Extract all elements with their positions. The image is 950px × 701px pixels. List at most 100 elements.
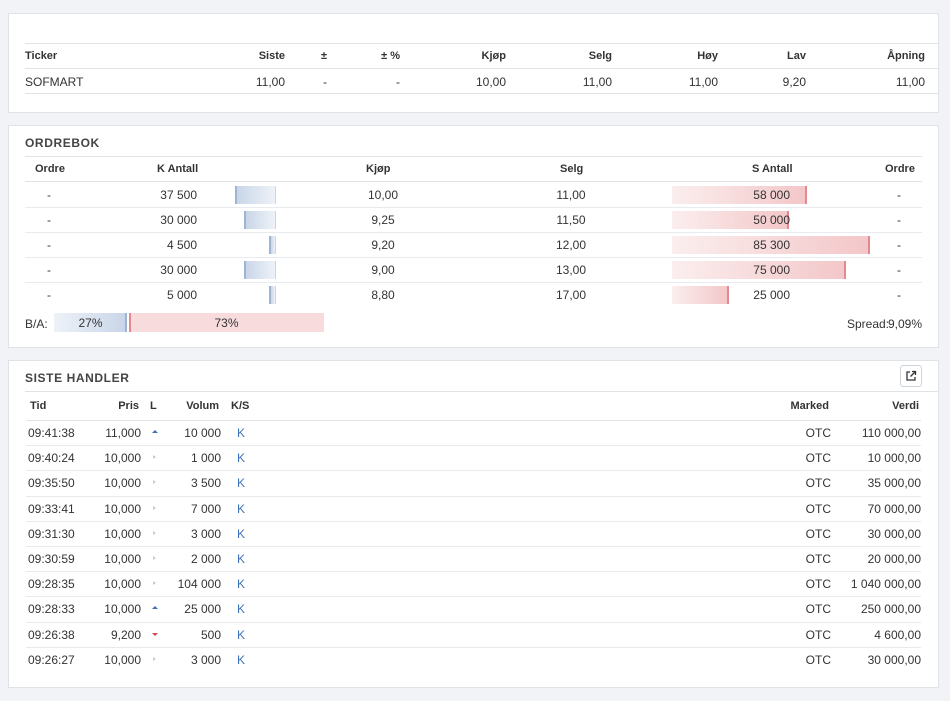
ask-price: 12,00 xyxy=(555,238,587,252)
trade-buyer-seller[interactable]: K xyxy=(236,577,245,591)
buy-volume-bar xyxy=(235,186,275,204)
sell-order-count: - xyxy=(897,288,901,302)
tick-down-icon xyxy=(152,633,158,636)
quote-value-apning: 11,00 xyxy=(895,75,925,89)
orderbook-row[interactable] xyxy=(25,207,922,233)
bid-price: 10,00 xyxy=(367,188,399,202)
trade-time: 09:28:33 xyxy=(28,602,75,616)
orderbook-row[interactable] xyxy=(25,257,922,283)
tr-header-tid: Tid xyxy=(30,400,47,412)
ba-sell-bar xyxy=(129,313,324,332)
trade-market: OTC xyxy=(805,426,831,440)
trade-buyer-seller[interactable]: K xyxy=(236,502,245,516)
tr-header-marked: Marked xyxy=(790,400,829,412)
trade-row[interactable] xyxy=(26,420,921,445)
tr-header-volum: Volum xyxy=(186,400,219,412)
tick-unchanged-icon xyxy=(153,506,156,510)
trade-price: 10,000 xyxy=(104,476,141,490)
trade-buyer-seller[interactable]: K xyxy=(236,653,245,667)
trade-row[interactable] xyxy=(26,445,921,470)
trade-row[interactable] xyxy=(26,496,921,521)
buy-column-edge xyxy=(275,186,276,204)
trade-row[interactable] xyxy=(26,521,921,546)
ba-sell-percent: 73% xyxy=(214,316,239,330)
trade-value: 20 000,00 xyxy=(867,552,921,566)
trade-price: 10,000 xyxy=(104,502,141,516)
quote-header-lav: Lav xyxy=(787,50,806,62)
quote-value-lav: 9,20 xyxy=(782,75,806,89)
trade-buyer-seller[interactable]: K xyxy=(236,476,245,490)
trade-value: 35 000,00 xyxy=(867,476,921,490)
trade-market: OTC xyxy=(805,476,831,490)
trade-volume: 104 000 xyxy=(177,577,221,591)
trade-time: 09:33:41 xyxy=(28,502,75,516)
sell-volume-bar xyxy=(672,211,789,229)
trade-time: 09:26:27 xyxy=(28,653,75,667)
trade-price: 10,000 xyxy=(104,653,141,667)
quote-value-selg: 11,00 xyxy=(582,75,612,89)
trade-row[interactable] xyxy=(26,622,921,647)
quote-panel: Ticker Siste ± ± % Kjøp Selg Høy Lav Åpning SOFM… xyxy=(8,13,939,113)
bid-price: 8,80 xyxy=(371,288,395,302)
trade-value: 30 000,00 xyxy=(867,527,921,541)
buy-quantity: 30 000 xyxy=(160,213,197,227)
spread-value: 9,09% xyxy=(887,317,922,331)
tr-header-l: L xyxy=(150,400,157,412)
ob-header-kjop: Kjøp xyxy=(366,163,391,175)
ob-header-s-antall: S Antall xyxy=(752,163,793,175)
trade-buyer-seller[interactable]: K xyxy=(236,628,245,642)
trade-volume: 25 000 xyxy=(184,602,221,616)
trade-buyer-seller[interactable]: K xyxy=(236,451,245,465)
tick-unchanged-icon xyxy=(153,455,156,459)
sell-quantity: 50 000 xyxy=(753,213,790,227)
trade-value: 110 000,00 xyxy=(861,426,921,440)
trade-row[interactable] xyxy=(26,546,921,571)
trade-buyer-seller[interactable]: K xyxy=(236,527,245,541)
quote-value-hoy: 11,00 xyxy=(688,75,718,89)
trade-value: 70 000,00 xyxy=(867,502,921,516)
tick-unchanged-icon xyxy=(153,581,156,585)
quote-header-selg: Selg xyxy=(588,50,612,62)
sell-order-count: - xyxy=(897,263,901,277)
orderbook-title: ORDREBOK xyxy=(25,136,100,150)
trade-buyer-seller[interactable]: K xyxy=(236,552,245,566)
trade-time: 09:40:24 xyxy=(28,451,75,465)
sell-volume-bar xyxy=(672,286,729,304)
sell-order-count: - xyxy=(897,188,901,202)
trade-value: 4 600,00 xyxy=(874,628,921,642)
quote-header-change-pct: ± % xyxy=(381,50,400,62)
trade-volume: 7 000 xyxy=(190,502,221,516)
trade-row[interactable] xyxy=(26,571,921,596)
quote-header-siste: Siste xyxy=(258,50,285,62)
trade-price: 9,200 xyxy=(110,628,141,642)
trade-buyer-seller[interactable]: K xyxy=(236,426,245,440)
divider xyxy=(25,93,938,94)
trade-price: 10,000 xyxy=(104,552,141,566)
trade-value: 30 000,00 xyxy=(867,653,921,667)
trade-market: OTC xyxy=(805,451,831,465)
trade-value: 10 000,00 xyxy=(867,451,921,465)
trade-price: 11,000 xyxy=(105,426,141,440)
quote-value-ticker[interactable]: SOFMART xyxy=(25,75,84,89)
trade-market: OTC xyxy=(805,628,831,642)
ba-bar: 27% 73% xyxy=(54,313,324,332)
tr-header-pris: Pris xyxy=(118,400,139,412)
tick-unchanged-icon xyxy=(153,556,156,560)
trade-row[interactable] xyxy=(26,647,921,672)
divider xyxy=(25,181,922,182)
orderbook-row[interactable] xyxy=(25,282,922,308)
trade-row[interactable] xyxy=(26,470,921,495)
quote-value-change: - xyxy=(323,75,327,89)
buy-volume-bar xyxy=(269,236,275,254)
trade-volume: 3 500 xyxy=(190,476,221,490)
open-external-button[interactable] xyxy=(900,365,922,387)
divider xyxy=(25,43,938,44)
trade-buyer-seller[interactable]: K xyxy=(236,602,245,616)
trade-volume: 2 000 xyxy=(190,552,221,566)
trade-volume: 1 000 xyxy=(190,451,221,465)
trade-row[interactable] xyxy=(26,596,921,621)
orderbook-row[interactable] xyxy=(25,232,922,258)
ask-price: 17,00 xyxy=(555,288,587,302)
trade-market: OTC xyxy=(805,552,831,566)
buy-column-edge xyxy=(275,236,276,254)
